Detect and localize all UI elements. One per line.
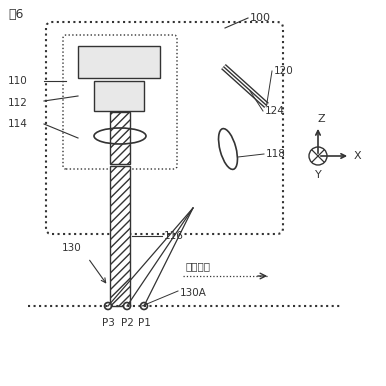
Text: 130: 130 — [62, 243, 82, 253]
Text: 118: 118 — [266, 149, 286, 159]
Text: 124: 124 — [265, 106, 285, 116]
Bar — [110, 166, 130, 306]
Text: 図6: 図6 — [8, 8, 24, 21]
Text: 100: 100 — [250, 13, 271, 23]
Text: Z: Z — [317, 114, 325, 124]
Text: P3: P3 — [102, 318, 114, 328]
Circle shape — [105, 303, 112, 310]
Circle shape — [124, 303, 130, 310]
Text: P1: P1 — [137, 318, 151, 328]
Text: Y: Y — [315, 170, 322, 180]
Text: 114: 114 — [8, 119, 28, 129]
Text: P2: P2 — [120, 318, 134, 328]
Text: 走査方向: 走査方向 — [186, 261, 211, 271]
Text: 112: 112 — [8, 98, 28, 108]
Text: 120: 120 — [274, 66, 294, 76]
FancyBboxPatch shape — [46, 22, 283, 234]
Text: 110: 110 — [8, 76, 28, 86]
Bar — [110, 112, 130, 164]
Text: X: X — [354, 151, 362, 161]
Circle shape — [141, 303, 147, 310]
Bar — [94, 81, 144, 111]
FancyBboxPatch shape — [63, 35, 177, 169]
Text: 116: 116 — [164, 231, 184, 241]
Bar — [78, 46, 160, 78]
Text: 130A: 130A — [180, 288, 207, 298]
